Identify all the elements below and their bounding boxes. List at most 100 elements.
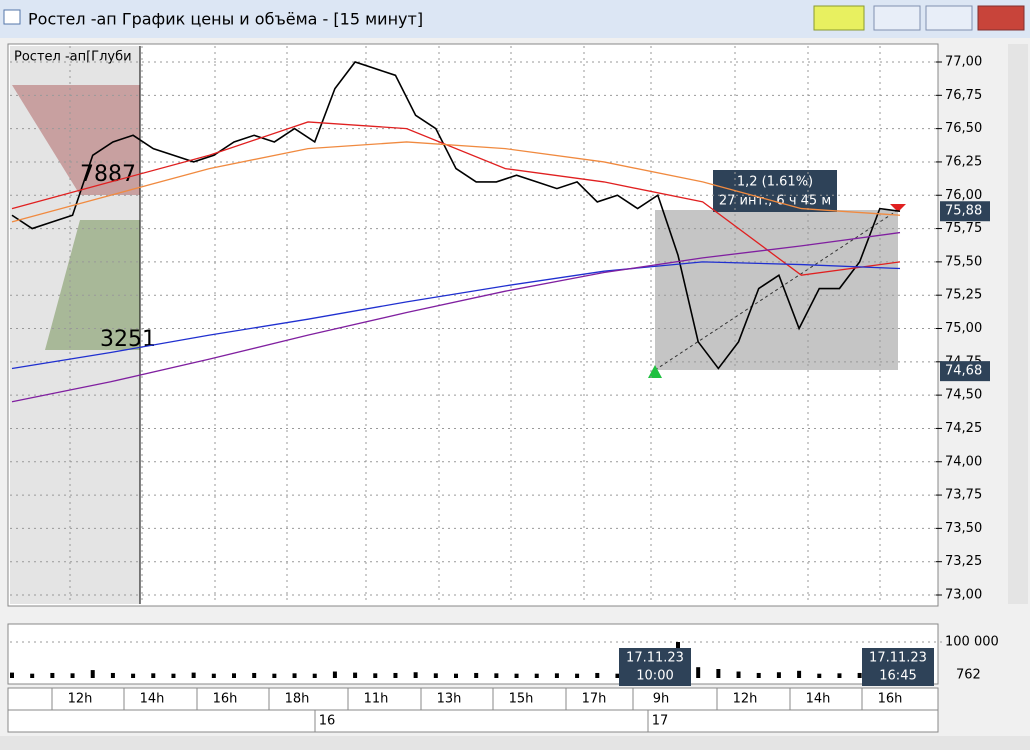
series-line — [11, 61, 901, 370]
day-label: 17 — [652, 714, 669, 729]
price-badge — [940, 201, 990, 222]
volume-bar — [554, 673, 559, 678]
time-label: 11h — [364, 692, 389, 707]
y-tick-label: 73,25 — [945, 554, 982, 569]
y-tick-label: 74,25 — [945, 421, 982, 436]
minimize-button[interactable] — [873, 5, 921, 31]
y-tick-label: 76,50 — [945, 121, 982, 136]
y-tick-label: 75,50 — [945, 254, 982, 269]
volume-bar — [716, 669, 721, 678]
time-label: 13h — [437, 692, 462, 707]
volume-bar — [312, 673, 317, 678]
volume-bar — [191, 672, 196, 678]
volume-bar — [373, 673, 378, 678]
time-label: 12h — [68, 692, 93, 707]
y-tick-label: 73,00 — [945, 588, 982, 603]
sell-marker — [890, 204, 906, 212]
y-tick-label: 75,00 — [945, 321, 982, 336]
volume-bar — [292, 673, 297, 678]
series-line — [11, 261, 901, 370]
day-label: 16 — [319, 714, 336, 729]
series-line — [11, 141, 901, 223]
volume-bar — [50, 672, 55, 678]
v-scrollbar[interactable] — [1008, 44, 1028, 604]
y-tick-label: 77,00 — [945, 55, 982, 70]
time-label: 14h — [806, 692, 831, 707]
y-tick-label: 75,75 — [945, 221, 982, 236]
volume-bar — [514, 673, 519, 678]
cursor-label: 16:45 — [879, 669, 916, 684]
volume-bar — [232, 673, 236, 678]
volume-bar — [797, 670, 802, 678]
volume-bar — [776, 672, 781, 678]
volume-bar — [736, 671, 741, 678]
time-label: 16h — [878, 692, 903, 707]
cursor-label: 17.11.23 — [869, 651, 927, 666]
price-badge-label: 75,88 — [945, 204, 982, 219]
volume-bar — [534, 673, 539, 678]
cursor-label: 10:00 — [636, 669, 673, 684]
y-tick-label: 73,75 — [945, 488, 982, 503]
volume-bar — [474, 672, 479, 678]
buy-marker — [648, 365, 662, 378]
time-label: 9h — [653, 692, 670, 707]
time-label: 16h — [213, 692, 238, 707]
y-tick-label: 76,75 — [945, 88, 982, 103]
volume-bar — [131, 673, 136, 678]
window-title: Ростел -ап График цены и объёма - [15 ми… — [28, 10, 423, 29]
volume-bar — [595, 672, 600, 678]
volume-bar — [90, 670, 95, 678]
cursor-label: 17.11.23 — [626, 651, 684, 666]
volume-bar — [494, 673, 499, 678]
volume-bar — [696, 667, 701, 678]
scrollbar[interactable] — [0, 736, 1030, 750]
volume-bar — [70, 673, 75, 678]
maximize-button[interactable] — [925, 5, 973, 31]
volume-bar — [756, 672, 761, 678]
volume-bar — [615, 673, 620, 678]
volume-bar — [110, 672, 115, 678]
time-label: 14h — [140, 692, 165, 707]
volume-bar — [30, 673, 35, 678]
y-tick-label: 74,00 — [945, 454, 982, 469]
profile-label: 3251 — [100, 327, 156, 352]
measure-line — [654, 209, 899, 371]
volume-bar — [10, 672, 14, 678]
link-button[interactable] — [813, 5, 865, 31]
volume-bar — [393, 672, 398, 678]
volume-bar — [252, 672, 257, 678]
time-label: 17h — [582, 692, 607, 707]
y-tick-label: 73,50 — [945, 521, 982, 536]
volume-last: 762 — [956, 668, 981, 683]
volume-tick-label: 100 000 — [945, 635, 999, 650]
volume-panel — [7, 623, 939, 685]
series-line — [11, 231, 901, 403]
volume-bar — [413, 672, 418, 678]
volume-bar — [837, 673, 842, 678]
price-badge-label: 74,68 — [945, 364, 982, 379]
volume-bar — [857, 672, 862, 678]
y-tick-label: 76,25 — [945, 154, 982, 169]
time-label: 15h — [509, 692, 534, 707]
volume-bar — [332, 671, 337, 678]
volume-bar — [433, 673, 438, 678]
y-tick-label: 75,25 — [945, 288, 982, 303]
close-button[interactable] — [977, 5, 1025, 31]
price-badge — [940, 361, 990, 382]
tooltip — [713, 170, 837, 212]
tooltip-line: 1,2 (1.61%) — [737, 175, 813, 190]
instrument-label: Ростел -ап[Глуби — [14, 50, 132, 65]
time-label: 12h — [733, 692, 758, 707]
cursor-badge — [619, 648, 691, 686]
window-icon — [3, 9, 21, 25]
volume-bar — [353, 672, 358, 678]
volume-bar — [575, 673, 580, 678]
bid-profile — [45, 220, 140, 350]
volume-bar — [272, 673, 277, 678]
series-line — [11, 121, 901, 276]
ask-profile — [12, 85, 140, 195]
volume-bar — [211, 673, 216, 678]
volume-bar — [171, 673, 176, 678]
volume-bar — [817, 673, 822, 678]
cursor-badge — [862, 648, 934, 686]
